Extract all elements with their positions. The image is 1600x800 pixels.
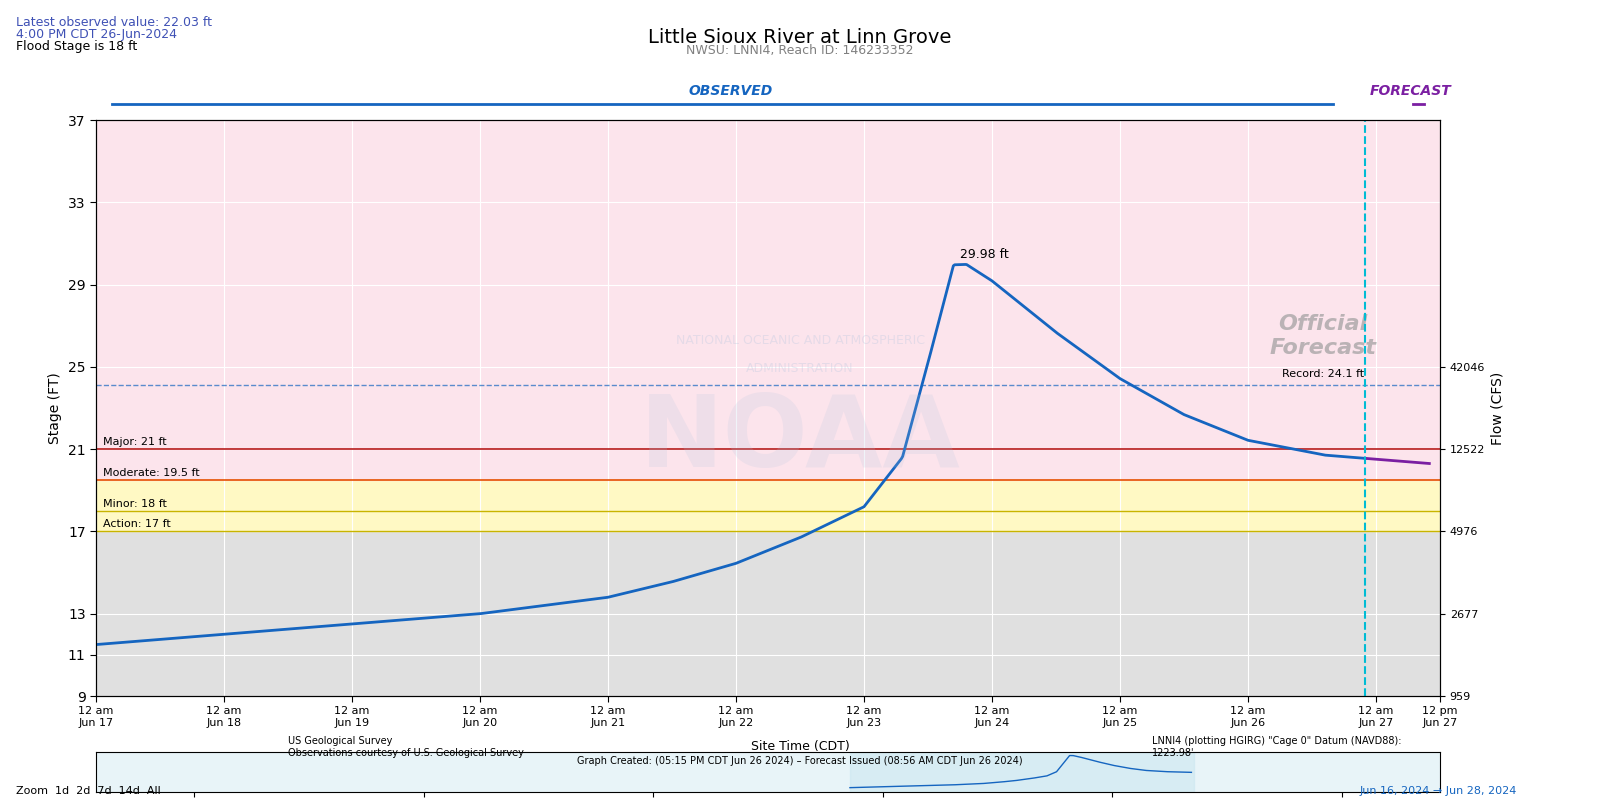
Text: Action: 17 ft: Action: 17 ft [102, 519, 171, 530]
Text: LNNI4 (plotting HGIRG) "Cage 0" Datum (NAVD88):
1223.98': LNNI4 (plotting HGIRG) "Cage 0" Datum (N… [1152, 736, 1402, 758]
Y-axis label: Stage (FT): Stage (FT) [48, 372, 62, 444]
Text: OBSERVED: OBSERVED [688, 84, 773, 98]
Bar [96, 480, 1440, 511]
Text: Latest observed value: 22.03 ft: Latest observed value: 22.03 ft [16, 16, 211, 29]
Text: Flood Stage is 18 ft: Flood Stage is 18 ft [16, 40, 138, 53]
Text: NWSU: LNNI4, Reach ID: 146233352: NWSU: LNNI4, Reach ID: 146233352 [686, 44, 914, 57]
Text: Official
Forecast: Official Forecast [1269, 314, 1376, 358]
Bar [96, 511, 1440, 531]
Text: US Geological Survey
Observations courtesy of U.S. Geological Survey: US Geological Survey Observations courte… [288, 736, 523, 758]
Bar [850, 752, 1194, 792]
Bar [96, 449, 1440, 480]
Text: NATIONAL OCEANIC AND ATMOSPHERIC: NATIONAL OCEANIC AND ATMOSPHERIC [675, 334, 925, 346]
Bar [96, 120, 1440, 449]
Text: Graph Created: (05:15 PM CDT Jun 26 2024) – Forecast Issued (08:56 AM CDT Jun 26: Graph Created: (05:15 PM CDT Jun 26 2024… [578, 756, 1022, 766]
Text: Moderate: 19.5 ft: Moderate: 19.5 ft [102, 468, 200, 478]
Text: ADMINISTRATION: ADMINISTRATION [746, 362, 854, 374]
Text: Jun 16, 2024 → Jun 28, 2024: Jun 16, 2024 → Jun 28, 2024 [1360, 786, 1517, 796]
Text: 4:00 PM CDT 26-Jun-2024: 4:00 PM CDT 26-Jun-2024 [16, 28, 178, 41]
Text: NOAA: NOAA [640, 391, 960, 489]
Text: Zoom  1d  2d  7d  14d  All: Zoom 1d 2d 7d 14d All [16, 786, 160, 796]
Text: Record: 24.1 ft: Record: 24.1 ft [1282, 370, 1363, 379]
Bar [96, 531, 1440, 696]
Text: Site Time (CDT): Site Time (CDT) [750, 740, 850, 753]
Y-axis label: Flow (CFS): Flow (CFS) [1491, 371, 1504, 445]
Text: FORECAST: FORECAST [1370, 84, 1451, 98]
Text: Little Sioux River at Linn Grove: Little Sioux River at Linn Grove [648, 28, 952, 47]
Text: Major: 21 ft: Major: 21 ft [102, 437, 166, 447]
Text: Minor: 18 ft: Minor: 18 ft [102, 499, 166, 509]
Text: 29.98 ft: 29.98 ft [960, 248, 1008, 262]
